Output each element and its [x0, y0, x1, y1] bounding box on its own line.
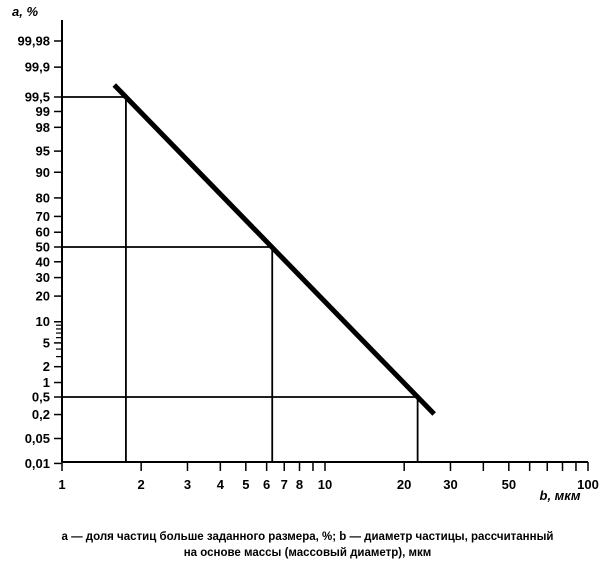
x-tick-label: 1: [58, 477, 65, 492]
reference-lines: [62, 96, 419, 462]
x-axis-title: b, мкм: [540, 488, 581, 503]
y-tick-label: 50: [36, 240, 50, 255]
y-tick-label: 2: [43, 359, 50, 374]
y-tick-label: 0,01: [25, 456, 50, 471]
x-tick-label: 8: [296, 477, 303, 492]
y-tick-label: 98: [36, 120, 50, 135]
y-tick-label: 0,2: [32, 407, 50, 422]
x-tick-label: 4: [217, 477, 225, 492]
caption-line-2: на основе массы (массовый диаметр), мкм: [183, 547, 432, 559]
y-tick-label: 99,98: [17, 33, 50, 48]
y-tick-label: 99,9: [25, 60, 50, 75]
caption-line-1: a — доля частиц больше заданного размера…: [61, 531, 554, 543]
x-axis-ticks: 1 2 3 4 5 6 7 8 10 20 30 50 100: [58, 462, 599, 492]
distribution-line: [112, 83, 436, 416]
y-tick-label: 40: [36, 254, 50, 269]
y-tick-label: 10: [36, 314, 50, 329]
y-tick-label: 70: [36, 209, 50, 224]
y-axis-title: a, %: [12, 4, 38, 19]
y-tick-label: 60: [36, 225, 50, 240]
x-tick-label: 7: [281, 477, 288, 492]
x-tick-label: 50: [502, 477, 516, 492]
y-axis-ticks: 0,010,050,20,512510203040506070809095989…: [17, 33, 62, 471]
x-tick-label: 5: [242, 477, 249, 492]
x-tick-label: 6: [263, 477, 270, 492]
y-tick-label: 95: [36, 144, 50, 159]
series: [112, 83, 436, 416]
x-tick-label: 3: [184, 477, 191, 492]
x-tick-label: 20: [397, 477, 411, 492]
x-tick-label: 30: [443, 477, 457, 492]
x-tick-label: 100: [577, 477, 599, 492]
x-tick-label: 2: [138, 477, 145, 492]
y-tick-label: 99: [36, 104, 50, 119]
y-tick-label: 0,05: [25, 431, 50, 446]
y-tick-label: 20: [36, 289, 50, 304]
y-tick-label: 1: [43, 375, 50, 390]
y-tick-label: 5: [43, 335, 50, 350]
y-tick-label: 0,5: [32, 390, 50, 405]
y-tick-label: 99,5: [25, 90, 50, 105]
y-tick-label: 90: [36, 165, 50, 180]
axes: [61, 20, 588, 463]
y-tick-label: 80: [36, 190, 50, 205]
y-tick-label: 30: [36, 270, 50, 285]
x-tick-label: 10: [318, 477, 332, 492]
